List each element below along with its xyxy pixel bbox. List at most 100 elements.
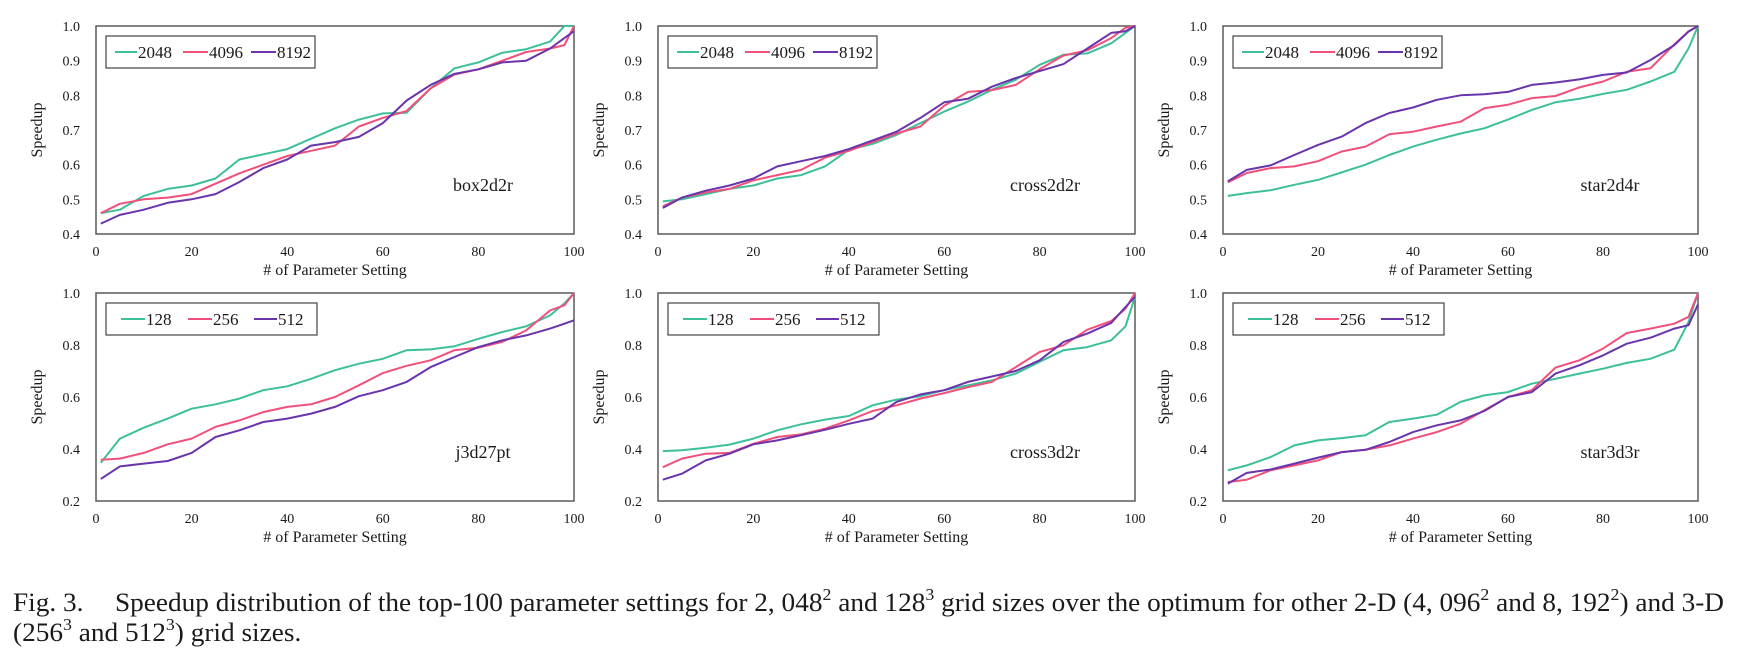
y-tick-label: 0.8 bbox=[625, 339, 643, 354]
legend: 128 256 512 bbox=[667, 302, 880, 336]
x-tick-label: 20 bbox=[746, 245, 760, 260]
series-line-8192 bbox=[1227, 25, 1699, 183]
x-tick-label: 100 bbox=[564, 512, 585, 527]
series-line-2048 bbox=[1227, 25, 1699, 197]
x-tick-label: 20 bbox=[746, 512, 760, 527]
x-tick-label: 40 bbox=[1406, 245, 1420, 260]
y-tick-label: 0.6 bbox=[625, 159, 643, 174]
legend-label: 256 bbox=[1340, 310, 1366, 329]
legend-label: 4096 bbox=[771, 43, 805, 62]
y-axis-label: Speedup bbox=[591, 102, 608, 157]
y-tick-label: 0.4 bbox=[1190, 228, 1208, 243]
y-tick-label: 0.8 bbox=[63, 339, 81, 354]
y-tick-label: 0.6 bbox=[63, 159, 81, 174]
series-line-512 bbox=[1227, 303, 1699, 485]
x-tick-label: 0 bbox=[655, 245, 662, 260]
x-tick-label: 100 bbox=[1125, 245, 1146, 260]
panel-label: star2d4r bbox=[1581, 175, 1640, 195]
y-tick-label: 1.0 bbox=[63, 20, 81, 35]
caption-text: and 128 bbox=[831, 588, 926, 617]
x-tick-label: 0 bbox=[1220, 245, 1227, 260]
caption-superscript: 3 bbox=[165, 615, 175, 634]
x-axis-label: # of Parameter Setting bbox=[825, 262, 969, 279]
caption-text: ) and 3-D bbox=[1619, 588, 1724, 617]
x-tick-label: 60 bbox=[376, 245, 390, 260]
series-line-128 bbox=[1227, 292, 1699, 472]
y-tick-label: 0.6 bbox=[625, 391, 643, 406]
y-tick-label: 0.4 bbox=[63, 443, 81, 458]
legend-label: 512 bbox=[278, 310, 304, 329]
caption-superscript: 3 bbox=[925, 585, 935, 604]
y-tick-label: 0.7 bbox=[1190, 124, 1208, 139]
y-tick-label: 0.6 bbox=[1190, 159, 1208, 174]
x-tick-label: 40 bbox=[280, 512, 294, 527]
caption-superscript: 2 bbox=[1610, 585, 1620, 604]
y-tick-label: 0.8 bbox=[63, 89, 81, 104]
y-axis-label: Speedup bbox=[591, 369, 608, 424]
series-line-8192 bbox=[662, 25, 1136, 209]
legend-label: 2048 bbox=[1265, 43, 1299, 62]
figure-panels: 0.4 0.5 0.6 0.7 0.8 0.9 1.0 0 20 40 60 80 100 # of Pa… bbox=[29, 20, 1709, 546]
series-line-4096 bbox=[100, 25, 575, 215]
figure-number: Fig. 3. bbox=[13, 588, 84, 617]
x-axis-label: # of Parameter Setting bbox=[1389, 529, 1533, 546]
y-tick-label: 0.7 bbox=[625, 124, 643, 139]
x-tick-label: 60 bbox=[1501, 245, 1515, 260]
legend: 2048 4096 8192 bbox=[1232, 35, 1443, 69]
x-axis-label: # of Parameter Setting bbox=[263, 262, 407, 279]
figure-caption-line-2: (2563 and 5123) grid sizes. bbox=[13, 615, 301, 648]
x-tick-label: 80 bbox=[471, 245, 485, 260]
chart-panel-star2d4r: 0.4 0.5 0.6 0.7 0.8 0.9 1.0 0 20 40 60 80 100 # of Pa… bbox=[1156, 20, 1709, 279]
panel-label: j3d27pt bbox=[454, 442, 510, 462]
y-tick-label: 1.0 bbox=[625, 287, 643, 302]
y-tick-label: 1.0 bbox=[1190, 20, 1208, 35]
caption-text: grid sizes over the optimum for other 2-… bbox=[934, 588, 1481, 617]
x-tick-label: 0 bbox=[1220, 512, 1227, 527]
legend: 2048 4096 8192 bbox=[105, 35, 316, 69]
legend-box bbox=[1232, 35, 1443, 69]
legend-label: 512 bbox=[840, 310, 866, 329]
legend-label: 128 bbox=[708, 310, 734, 329]
x-tick-label: 0 bbox=[93, 245, 100, 260]
x-tick-label: 20 bbox=[1311, 512, 1325, 527]
series-line-256 bbox=[100, 292, 575, 461]
x-tick-label: 60 bbox=[376, 512, 390, 527]
y-tick-label: 1.0 bbox=[625, 20, 643, 35]
series-line-512 bbox=[662, 296, 1136, 481]
y-axis-label: Speedup bbox=[1156, 369, 1173, 424]
y-tick-label: 0.6 bbox=[63, 391, 81, 406]
legend-label: 8192 bbox=[1404, 43, 1438, 62]
y-tick-label: 0.9 bbox=[63, 55, 81, 70]
y-tick-label: 0.6 bbox=[1190, 391, 1208, 406]
y-tick-label: 0.8 bbox=[625, 89, 643, 104]
x-tick-label: 0 bbox=[655, 512, 662, 527]
y-tick-label: 0.4 bbox=[625, 443, 643, 458]
legend-box bbox=[667, 35, 878, 69]
legend: 2048 4096 8192 bbox=[667, 35, 878, 69]
series-line-128 bbox=[100, 292, 575, 464]
x-tick-label: 100 bbox=[1688, 512, 1709, 527]
chart-panel-star3d3r: 0.2 0.4 0.6 0.8 1.0 0 20 40 60 80 100 # of Paramete… bbox=[1156, 287, 1709, 546]
y-tick-label: 0.4 bbox=[63, 228, 81, 243]
series-line-2048 bbox=[100, 25, 574, 215]
x-axis-label: # of Parameter Setting bbox=[825, 529, 969, 546]
legend-label: 256 bbox=[775, 310, 801, 329]
x-axis-label: # of Parameter Setting bbox=[1389, 262, 1533, 279]
panel-label: box2d2r bbox=[453, 175, 513, 195]
legend-box bbox=[105, 35, 316, 69]
series-line-4096 bbox=[1227, 25, 1699, 184]
y-axis-label: Speedup bbox=[29, 369, 46, 424]
y-tick-label: 0.5 bbox=[63, 193, 81, 208]
y-tick-label: 0.5 bbox=[625, 193, 643, 208]
x-tick-label: 40 bbox=[1406, 512, 1420, 527]
y-tick-label: 0.8 bbox=[1190, 89, 1208, 104]
legend-label: 8192 bbox=[277, 43, 311, 62]
series-line-8192 bbox=[100, 30, 575, 225]
caption-text: Speedup distribution of the top-100 para… bbox=[114, 588, 823, 617]
x-tick-label: 80 bbox=[1596, 512, 1610, 527]
figure-caption-line-1: Fig. 3. Speedup distribution of the top-1… bbox=[13, 585, 1724, 618]
y-tick-label: 0.2 bbox=[63, 495, 81, 510]
y-tick-label: 0.9 bbox=[1190, 55, 1208, 70]
series-line-512 bbox=[100, 319, 575, 480]
x-tick-label: 80 bbox=[471, 512, 485, 527]
